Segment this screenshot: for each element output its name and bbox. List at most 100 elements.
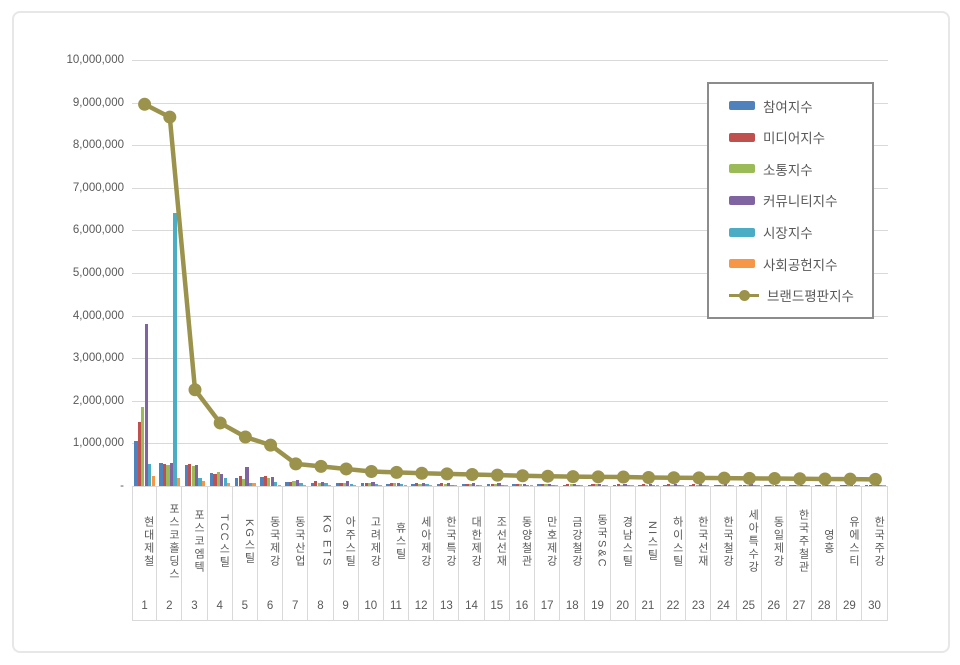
bar-communication — [141, 407, 145, 486]
bar-media — [389, 483, 393, 486]
bar-market — [274, 481, 278, 486]
bar-social — [227, 483, 231, 486]
y-axis-label: 7,000,000 — [72, 181, 124, 194]
bar-media — [339, 482, 343, 486]
legend-swatch-community — [729, 195, 755, 205]
category-label: 경남스틸 — [611, 487, 636, 591]
legend-label-participation: 참여지수 — [763, 99, 813, 115]
line-marker — [465, 467, 479, 481]
bar-social — [605, 485, 609, 486]
bar-social — [554, 485, 558, 486]
bar-communication — [670, 484, 674, 486]
bar-participation — [134, 441, 138, 486]
line-marker — [364, 465, 378, 479]
bar-participation — [713, 484, 718, 486]
bar-community — [144, 324, 148, 486]
rank-label: 23 — [686, 591, 712, 620]
bar-market — [778, 484, 782, 486]
bar-participation — [260, 477, 264, 486]
category-label: 한국특강 — [434, 487, 460, 591]
bar-community — [774, 484, 778, 486]
legend-item-brand: 브랜드평판지수 — [729, 285, 872, 305]
bar-market — [526, 484, 530, 486]
bar-participation — [814, 484, 818, 486]
bar-market — [349, 483, 353, 486]
category-label: 휴스틸 — [384, 487, 410, 591]
rank-label: 24 — [711, 591, 737, 620]
legend-swatch-market — [729, 227, 755, 237]
bar-communication — [544, 484, 548, 486]
bar-community — [648, 484, 652, 486]
bar-social — [403, 485, 407, 486]
rank-label: 1 — [132, 591, 158, 620]
legend-swatch-social — [729, 259, 755, 269]
bar-media — [314, 480, 318, 486]
bar-participation — [839, 484, 844, 486]
bar-participation — [487, 484, 491, 486]
line-marker — [667, 471, 681, 485]
bar-market — [551, 484, 555, 486]
bar-community — [573, 483, 577, 486]
bar-market — [752, 484, 757, 486]
rank-label: 4 — [208, 591, 233, 620]
y-axis-label: 1,000,000 — [72, 437, 124, 450]
legend-item-communication: 소통지수 — [729, 159, 872, 179]
y-axis-label: 2,000,000 — [72, 394, 124, 407]
line-marker — [213, 416, 227, 430]
bar-communication — [745, 484, 750, 486]
line-marker — [818, 472, 832, 486]
bar-communication — [367, 483, 372, 486]
category-label: 고려제강 — [359, 487, 384, 591]
legend-item-media: 미디어지수 — [729, 127, 872, 147]
bar-community — [598, 484, 602, 486]
gridline — [132, 443, 888, 445]
line-marker — [717, 471, 731, 485]
y-axis-label: 6,000,000 — [72, 224, 124, 237]
gridline — [132, 358, 888, 360]
bar-community — [447, 483, 451, 486]
bar-communication — [468, 483, 473, 486]
bar-media — [288, 481, 293, 486]
bar-market — [702, 484, 706, 486]
rank-label: 16 — [510, 591, 535, 620]
bar-community — [371, 482, 375, 486]
bar-participation — [285, 482, 289, 486]
rank-label: 8 — [308, 591, 334, 620]
bar-community — [396, 482, 400, 486]
bar-social — [579, 485, 584, 486]
bar-social — [428, 485, 432, 486]
bar-social — [453, 485, 458, 486]
line-marker — [742, 471, 756, 485]
bar-communication — [393, 483, 397, 486]
rank-label: 27 — [787, 591, 813, 620]
legend-label-media: 미디어지수 — [763, 131, 826, 147]
bar-market — [500, 484, 505, 486]
category-label: 세아특수강 — [737, 487, 762, 591]
rank-label: 28 — [812, 591, 838, 620]
category-label: 세아제강 — [409, 487, 435, 591]
bar-media — [515, 483, 519, 486]
line-marker — [566, 470, 580, 484]
bar-market — [727, 484, 731, 486]
rank-label: 12 — [409, 591, 435, 620]
bar-communication — [241, 478, 246, 486]
bar-social — [857, 485, 861, 486]
legend-swatch-communication — [729, 164, 755, 174]
bar-participation — [562, 484, 566, 486]
line-marker — [238, 430, 252, 444]
bar-social — [882, 485, 886, 486]
bar-market — [173, 213, 177, 486]
category-label: 동국산업 — [283, 487, 309, 591]
bar-participation — [461, 484, 466, 486]
line-marker — [490, 468, 504, 482]
bar-social — [504, 485, 508, 486]
rank-label: 18 — [560, 591, 586, 620]
bar-media — [540, 483, 545, 486]
bar-market — [652, 484, 656, 486]
rank-label: 17 — [535, 591, 561, 620]
bar-participation — [638, 484, 642, 486]
bar-social — [302, 485, 306, 486]
rank-label: 10 — [359, 591, 384, 620]
y-axis-label: 9,000,000 — [72, 96, 124, 109]
bar-community — [421, 482, 426, 486]
